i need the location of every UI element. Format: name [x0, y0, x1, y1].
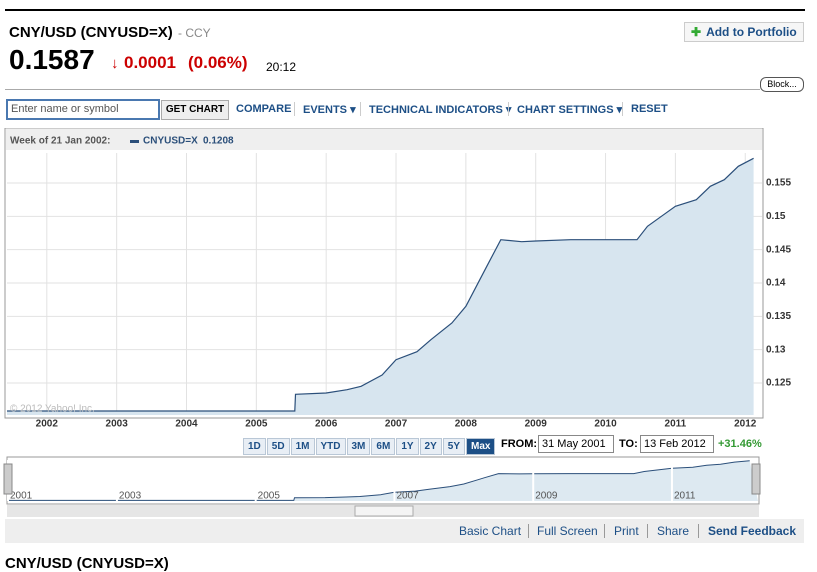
y-tick-label: 0.155 — [766, 178, 791, 189]
y-tick-label: 0.13 — [766, 344, 786, 355]
y-tick-label: 0.125 — [766, 378, 791, 389]
sep — [647, 524, 648, 538]
sep — [294, 102, 295, 116]
range-button[interactable]: Max — [466, 438, 496, 455]
time: 20:12 — [266, 60, 297, 74]
down-arrow: ↓ — [111, 55, 119, 72]
x-tick-label: 2004 — [175, 419, 198, 430]
to-label: TO: — [619, 438, 638, 450]
range-button[interactable]: 2Y — [419, 438, 442, 455]
label: CHART SETTINGS — [517, 104, 614, 116]
link-share[interactable]: Share — [657, 524, 690, 538]
menu-events[interactable]: EVENTS ▾ — [303, 104, 356, 116]
sep — [604, 524, 605, 538]
from-input[interactable]: 31 May 2001 — [538, 435, 614, 453]
range-button[interactable]: 6M — [371, 438, 396, 455]
label: TECHNICAL INDICATORS — [369, 104, 503, 116]
get-chart-button[interactable]: GET CHART — [161, 100, 229, 120]
nav-tick-label: 2003 — [119, 491, 142, 502]
menu-reset[interactable]: RESET — [631, 103, 668, 115]
sep — [508, 102, 509, 116]
range-button[interactable]: 1M — [290, 438, 315, 455]
x-tick-label: 2003 — [106, 419, 129, 430]
nav-tick-label: 2001 — [10, 491, 33, 502]
link-feedback[interactable]: Send Feedback — [708, 524, 797, 538]
x-tick-label: 2012 — [734, 419, 757, 430]
area — [7, 158, 754, 416]
range-change: +31.46% — [718, 438, 762, 450]
nav-tick-label: 2011 — [674, 491, 696, 502]
exchange: - CCY — [178, 26, 211, 40]
nav-tick-label: 2009 — [535, 491, 558, 502]
legend-swatch — [130, 140, 139, 143]
range-button[interactable]: 5D — [266, 438, 290, 455]
range-button[interactable]: 3M — [346, 438, 371, 455]
change: 0.0001 — [124, 53, 176, 72]
y-tick-label: 0.15 — [766, 211, 786, 222]
nav-line — [8, 460, 750, 501]
scroll-thumb[interactable] — [354, 505, 414, 517]
header-title: CNY/USD (CNYUSD=X) — [9, 24, 173, 41]
change-pct: (0.06%) — [188, 53, 248, 72]
x-tick-label: 2002 — [36, 419, 59, 430]
range-button[interactable]: 5Y — [442, 438, 466, 455]
to-input[interactable]: 13 Feb 2012 — [640, 435, 714, 453]
x-tick-label: 2009 — [525, 419, 548, 430]
range-button[interactable]: 1Y — [396, 438, 419, 455]
link-basic[interactable]: Basic Chart — [459, 524, 522, 538]
menu-compare[interactable]: COMPARE — [236, 103, 292, 115]
nav-tick-label: 2007 — [396, 491, 419, 502]
legend-series: CNYUSD=X — [143, 136, 198, 147]
y-tick-label: 0.135 — [766, 311, 791, 322]
from-label: FROM: — [501, 438, 538, 450]
nav-handle-left[interactable] — [3, 463, 13, 495]
y-tick-label: 0.145 — [766, 244, 791, 255]
nav-tick-label: 2005 — [258, 491, 281, 502]
add-portfolio-label: Add to Portfolio — [706, 25, 797, 39]
x-tick-label: 2005 — [245, 419, 268, 430]
legend-strip — [6, 129, 762, 150]
block-button[interactable]: Block... — [760, 77, 804, 92]
nav-handle-right[interactable] — [751, 463, 761, 495]
range-button[interactable]: 1D — [243, 438, 266, 455]
top-rule — [5, 9, 805, 11]
footer-bar — [5, 519, 804, 543]
symbol-input[interactable]: Enter name or symbol — [6, 99, 160, 120]
label: EVENTS — [303, 104, 348, 116]
rule — [5, 89, 760, 90]
legend-value: 0.1208 — [203, 136, 234, 147]
sep — [360, 102, 361, 116]
sep — [698, 524, 699, 538]
x-tick-label: 2008 — [455, 419, 478, 430]
range-button[interactable]: YTD — [315, 438, 346, 455]
x-tick-label: 2007 — [385, 419, 408, 430]
add-portfolio-button[interactable]: ✚ Add to Portfolio — [684, 22, 804, 42]
menu-settings[interactable]: CHART SETTINGS ▾ — [517, 104, 623, 116]
copyright: © 2012 Yahoo! Inc. — [10, 404, 95, 415]
line — [7, 157, 754, 412]
x-tick-label: 2011 — [665, 419, 687, 430]
sep — [622, 102, 623, 116]
link-fullscreen[interactable]: Full Screen — [537, 524, 598, 538]
legend-label: Week of 21 Jan 2002: — [10, 136, 110, 147]
sep — [528, 524, 529, 538]
menu-indicators[interactable]: TECHNICAL INDICATORS ▾ — [369, 103, 511, 116]
chart: Week of 21 Jan 2002: CNYUSD=X 0.1208 200… — [3, 128, 791, 517]
y-tick-label: 0.14 — [766, 278, 786, 289]
link-print[interactable]: Print — [614, 524, 639, 538]
x-tick-label: 2010 — [594, 419, 617, 430]
nav-area — [8, 460, 758, 501]
range-buttons: 1D 5D 1M YTD 3M 6M 1Y 2Y 5Y Max — [243, 436, 496, 455]
x-tick-label: 2006 — [315, 419, 338, 430]
price: 0.1587 — [9, 44, 95, 75]
